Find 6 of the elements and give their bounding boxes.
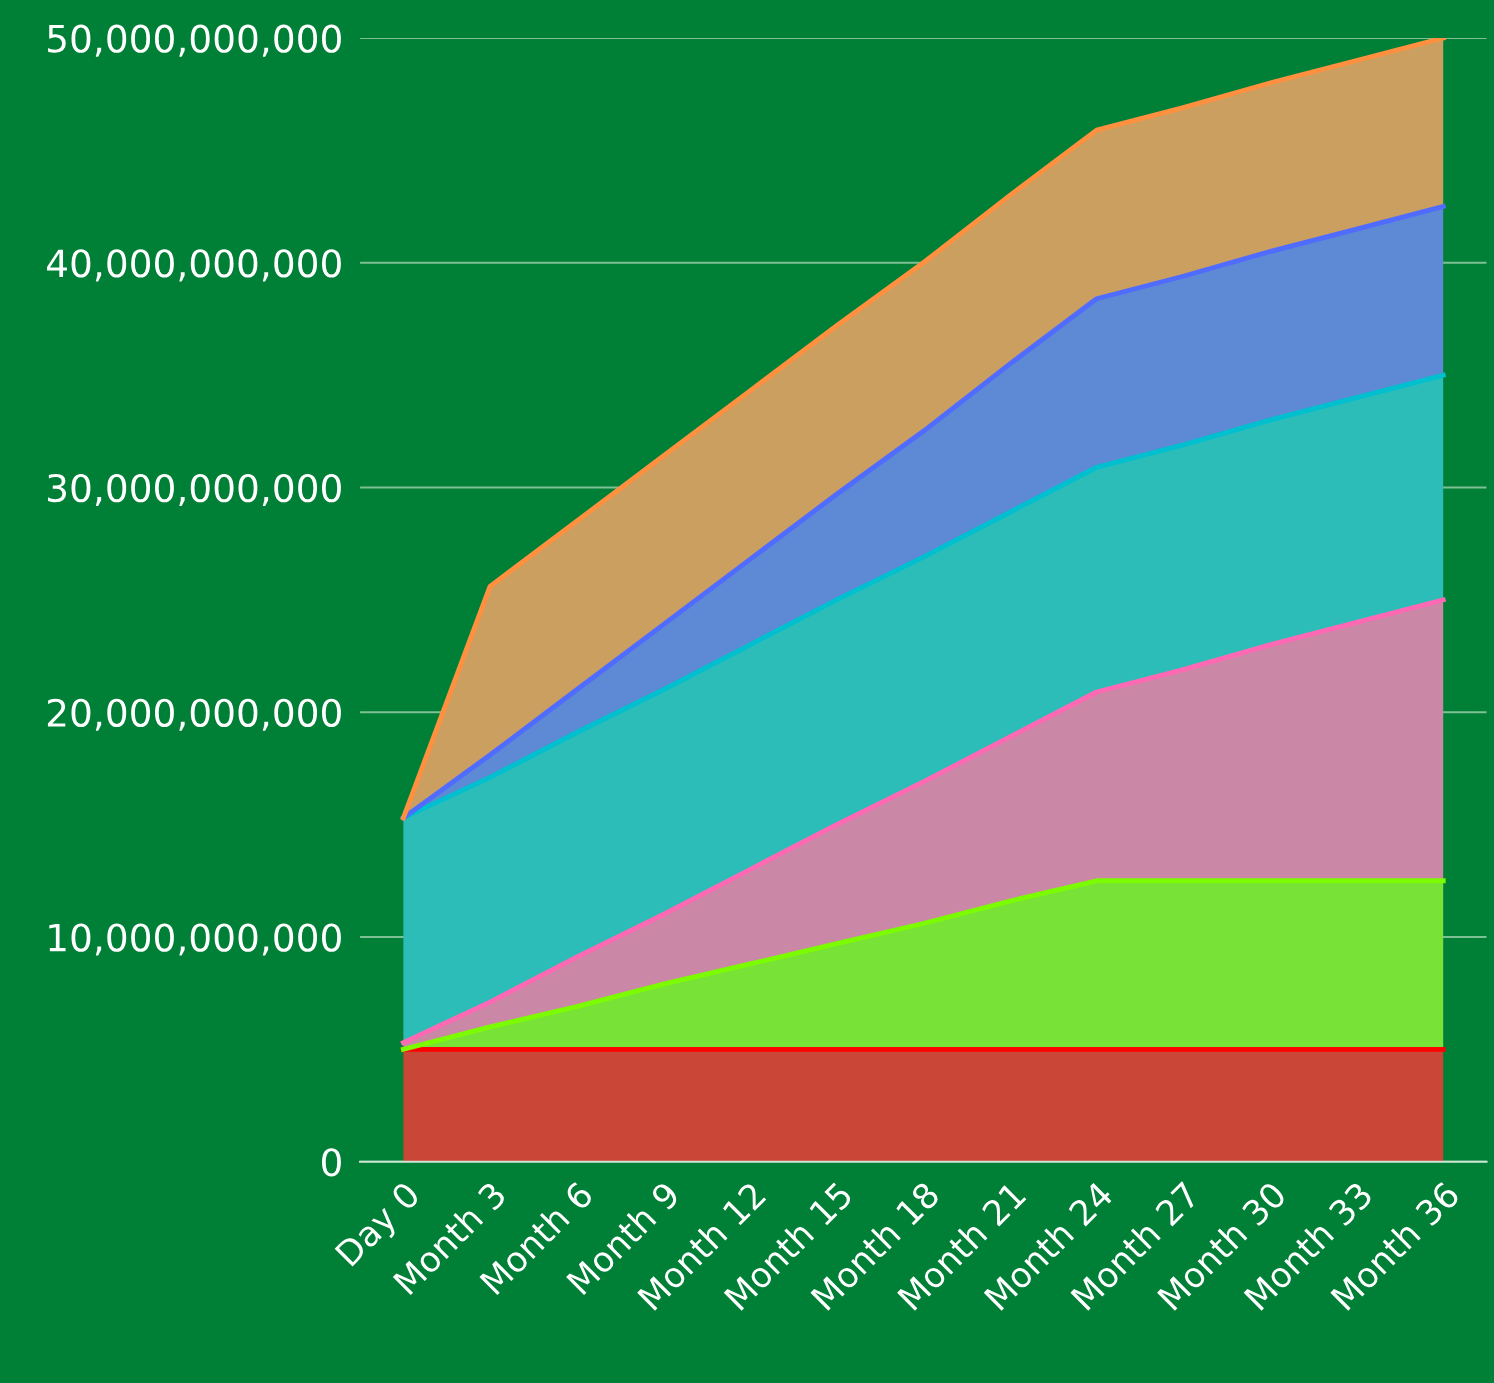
- y-tick-label: 40,000,000,000: [47, 249, 341, 282]
- y-tick-label: 30,000,000,000: [48, 473, 341, 507]
- y-tick-label: 20,000,000,000: [47, 698, 341, 731]
- y-tick-label: 0: [322, 1148, 341, 1177]
- y-tick-label: 10,000,000,000: [49, 923, 341, 956]
- y-tick-label: 50,000,000,000: [48, 24, 341, 57]
